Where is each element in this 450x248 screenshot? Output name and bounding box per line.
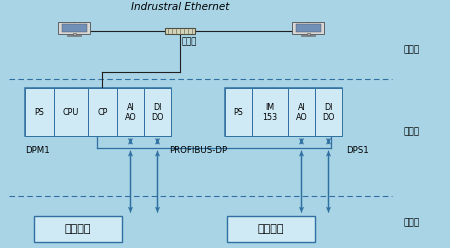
Bar	[292, 22, 324, 33]
Bar	[54, 88, 88, 136]
Bar	[227, 216, 315, 242]
Text: DI
DO: DI DO	[322, 103, 335, 122]
Bar	[301, 35, 315, 36]
Bar	[225, 88, 252, 136]
Text: 集线器: 集线器	[181, 37, 197, 46]
Bar	[25, 88, 54, 136]
Text: DPS1: DPS1	[346, 146, 369, 155]
Text: CP: CP	[97, 108, 108, 117]
Text: Indrustral Ethernet: Indrustral Ethernet	[131, 2, 229, 12]
Text: AI
AO: AI AO	[125, 103, 136, 122]
Text: AI
AO: AI AO	[296, 103, 307, 122]
Bar	[25, 88, 171, 136]
Bar	[288, 88, 315, 136]
Text: PS: PS	[234, 108, 243, 117]
Bar	[62, 24, 87, 32]
Text: DI
DO: DI DO	[151, 103, 164, 122]
Bar	[58, 22, 90, 33]
Bar	[34, 216, 122, 242]
Bar	[315, 88, 342, 136]
Text: PROFIBUS-DP: PROFIBUS-DP	[169, 146, 227, 155]
Text: DPM1: DPM1	[25, 146, 50, 155]
Text: IM
153: IM 153	[262, 103, 278, 122]
Bar	[88, 88, 117, 136]
Bar	[72, 33, 76, 35]
Text: 监控级: 监控级	[404, 45, 420, 54]
Bar	[306, 33, 310, 35]
Bar	[166, 28, 195, 34]
Bar	[117, 88, 144, 136]
Text: 实验装置: 实验装置	[258, 224, 284, 234]
Bar	[144, 88, 171, 136]
Text: 执行级: 执行级	[404, 219, 420, 228]
Text: 实验装置: 实验装置	[64, 224, 91, 234]
Bar	[296, 24, 321, 32]
Bar	[252, 88, 288, 136]
Text: PS: PS	[35, 108, 44, 117]
Text: 控制级: 控制级	[404, 127, 420, 136]
Bar	[67, 35, 81, 36]
Bar	[225, 88, 342, 136]
Text: CPU: CPU	[63, 108, 79, 117]
